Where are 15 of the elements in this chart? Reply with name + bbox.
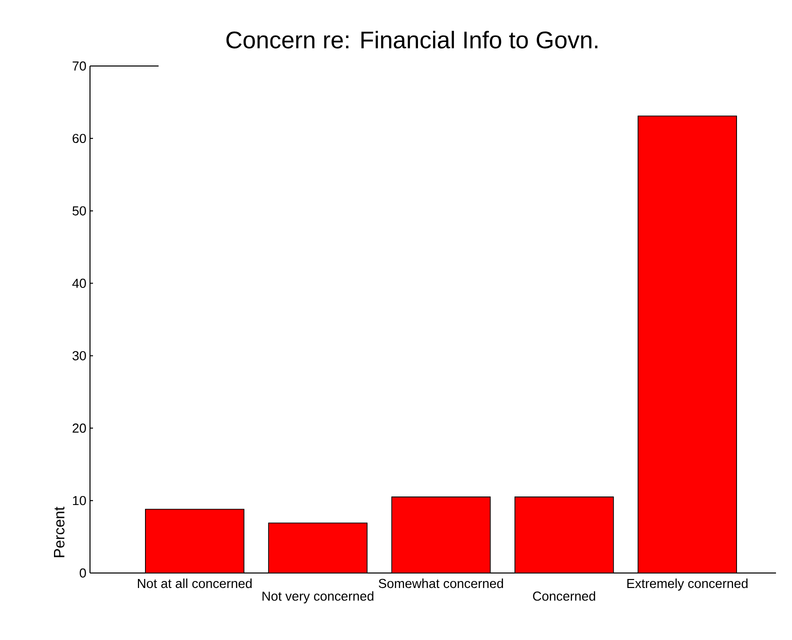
- y-tick-label: 20: [72, 424, 86, 433]
- x-tick-label: Not at all concerned: [138, 578, 252, 588]
- x-tick-label: Not very concerned: [262, 591, 374, 604]
- y-tick-label: 50: [72, 206, 86, 216]
- y-tick-label: 0: [80, 568, 86, 578]
- y-axis-title: Percent: [54, 506, 64, 558]
- x-tick-label: Concerned: [533, 591, 596, 601]
- y-tick-label: 70: [72, 61, 86, 71]
- y-tick-label: 30: [72, 351, 86, 360]
- y-tick-label: 60: [72, 134, 86, 144]
- x-tick-label: Extremely concerned: [627, 578, 748, 591]
- y-tick-label: 10: [72, 496, 86, 506]
- y-tick-label: 40: [72, 278, 86, 288]
- x-tick-label: Somewhat concerned: [378, 578, 504, 588]
- chart-title: Concern re: Financial Info to Govn.: [226, 30, 598, 48]
